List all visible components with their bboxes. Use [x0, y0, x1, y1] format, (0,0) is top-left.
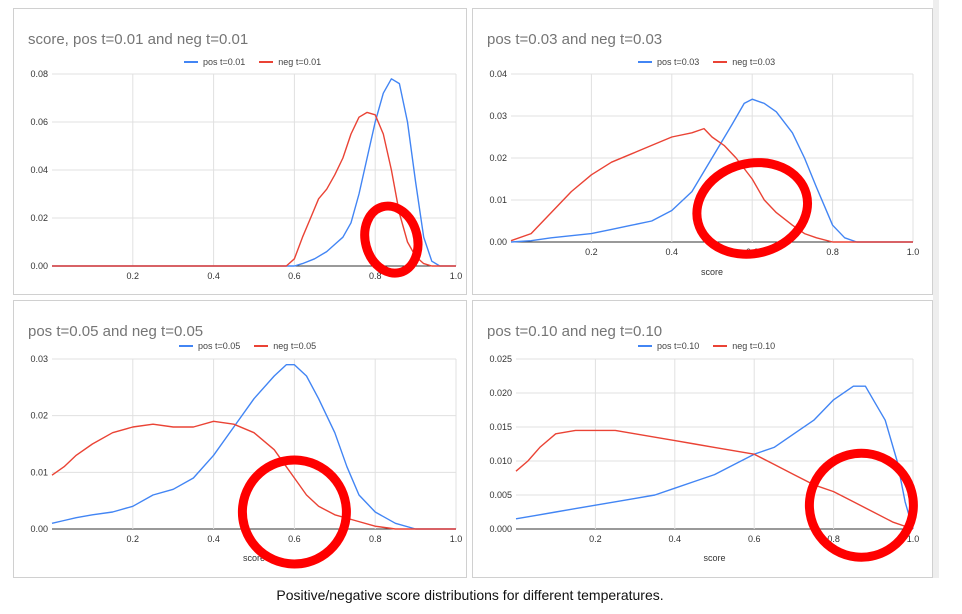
y-tick-label: 0.01 [30, 467, 48, 477]
series-line-pos [510, 98, 913, 243]
x-axis-label: score [703, 553, 725, 563]
legend-item-pos: pos t=0.03 [638, 57, 699, 67]
x-tick-label: 0.2 [589, 534, 602, 544]
x-tick-label: 0.6 [288, 534, 301, 544]
series-line-neg [52, 111, 456, 267]
chart-title: score, pos t=0.01 and neg t=0.01 [28, 31, 249, 48]
annotation-circle [237, 455, 351, 569]
y-tick-label: 0.025 [489, 354, 512, 364]
x-tick-label: 0.2 [127, 271, 140, 281]
legend-item-neg: neg t=0.01 [259, 57, 321, 67]
y-tick-label: 0.04 [489, 69, 507, 79]
x-tick-label: 0.4 [207, 271, 220, 281]
y-tick-label: 0.03 [489, 111, 507, 121]
legend-label: neg t=0.03 [732, 57, 776, 67]
y-tick-label: 0.015 [489, 422, 512, 432]
line-chart: 0.00 0.01 0.02 0.03 0.2 0.4 0.6 0.8 1.0 score [30, 354, 463, 569]
y-tick-label: 0.02 [30, 213, 48, 223]
x-axis-label: score [243, 553, 265, 563]
legend-label: pos t=0.03 [657, 57, 700, 67]
y-tick-label: 0.01 [489, 195, 507, 205]
x-tick-label: 0.2 [585, 247, 598, 257]
chart-title: pos t=0.10 and neg t=0.10 [487, 323, 663, 340]
legend-label: pos t=0.10 [657, 341, 700, 351]
legend: pos t=0.01 neg t=0.01 [184, 57, 321, 67]
x-tick-label: 1.0 [907, 247, 920, 257]
y-tick-label: 0.03 [30, 354, 48, 364]
legend-item-neg: neg t=0.03 [713, 57, 775, 67]
legend-label: neg t=0.10 [732, 341, 776, 351]
y-tick-label: 0.00 [30, 524, 48, 534]
line-chart: 0.00 0.02 0.04 0.06 0.08 0.2 0.4 0.6 0.8 1.0 [30, 69, 463, 281]
series-line-pos [51, 364, 456, 530]
annotation-circle [804, 448, 918, 562]
x-tick-label: 0.4 [669, 534, 682, 544]
chart-title: pos t=0.03 and neg t=0.03 [487, 31, 663, 48]
x-tick-label: 0.4 [666, 247, 679, 257]
y-tick-label: 0.020 [489, 388, 512, 398]
x-tick-label: 0.2 [127, 534, 140, 544]
legend-label: neg t=0.01 [278, 57, 322, 67]
x-tick-label: 0.6 [748, 534, 761, 544]
y-tick-label: 0.00 [30, 261, 48, 271]
x-tick-label: 1.0 [450, 271, 463, 281]
x-tick-label: 0.6 [288, 271, 301, 281]
y-tick-label: 0.010 [489, 456, 512, 466]
series-line-neg [515, 429, 914, 530]
series-line-pos [515, 385, 914, 530]
x-tick-label: 0.4 [207, 534, 220, 544]
y-tick-label: 0.06 [30, 117, 48, 127]
line-chart: 0.000 0.005 0.010 0.015 0.020 0.025 0.2 0.4 0.6 0… [489, 354, 920, 563]
figure-caption: Positive/negative score distributions fo… [276, 587, 664, 603]
scrollbar[interactable] [933, 0, 939, 578]
y-tick-label: 0.00 [489, 237, 507, 247]
legend: pos t=0.03 neg t=0.03 [638, 57, 775, 67]
legend-item-neg: neg t=0.10 [713, 341, 775, 351]
y-tick-label: 0.08 [30, 69, 48, 79]
x-tick-label: 0.8 [827, 534, 840, 544]
legend-item-pos: pos t=0.10 [638, 341, 699, 351]
x-axis-label: score [701, 267, 723, 277]
legend-item-pos: pos t=0.01 [184, 57, 245, 67]
legend: pos t=0.05 neg t=0.05 [179, 341, 316, 351]
x-tick-label: 0.8 [369, 534, 382, 544]
top-strip [0, 0, 962, 8]
legend-label: pos t=0.01 [203, 57, 246, 67]
y-tick-label: 0.000 [489, 524, 512, 534]
x-tick-label: 1.0 [450, 534, 463, 544]
chart-title: pos t=0.05 and neg t=0.05 [28, 323, 204, 340]
x-tick-label: 0.8 [369, 271, 382, 281]
chart-panel-t010: pos t=0.10 and neg t=0.10 pos t=0.10 neg… [472, 300, 933, 578]
annotation-circle [360, 201, 423, 278]
legend: pos t=0.10 neg t=0.10 [638, 341, 775, 351]
annotation-circle [692, 158, 813, 259]
y-tick-label: 0.02 [489, 153, 507, 163]
y-tick-label: 0.02 [30, 411, 48, 421]
chart-panel-t003: pos t=0.03 and neg t=0.03 pos t=0.03 neg… [472, 8, 933, 295]
legend-item-pos: pos t=0.05 [179, 341, 240, 351]
legend-label: neg t=0.05 [273, 341, 317, 351]
y-tick-label: 0.005 [489, 490, 512, 500]
y-tick-label: 0.04 [30, 165, 48, 175]
legend-label: pos t=0.05 [198, 341, 241, 351]
series-line-pos [52, 78, 456, 267]
legend-item-neg: neg t=0.05 [254, 341, 316, 351]
chart-panel-t001: score, pos t=0.01 and neg t=0.01 pos t=0… [13, 8, 467, 295]
x-tick-label: 0.8 [826, 247, 839, 257]
chart-panel-t005: pos t=0.05 and neg t=0.05 pos t=0.05 neg… [13, 300, 467, 578]
x-tick-label: 1.0 [907, 534, 920, 544]
